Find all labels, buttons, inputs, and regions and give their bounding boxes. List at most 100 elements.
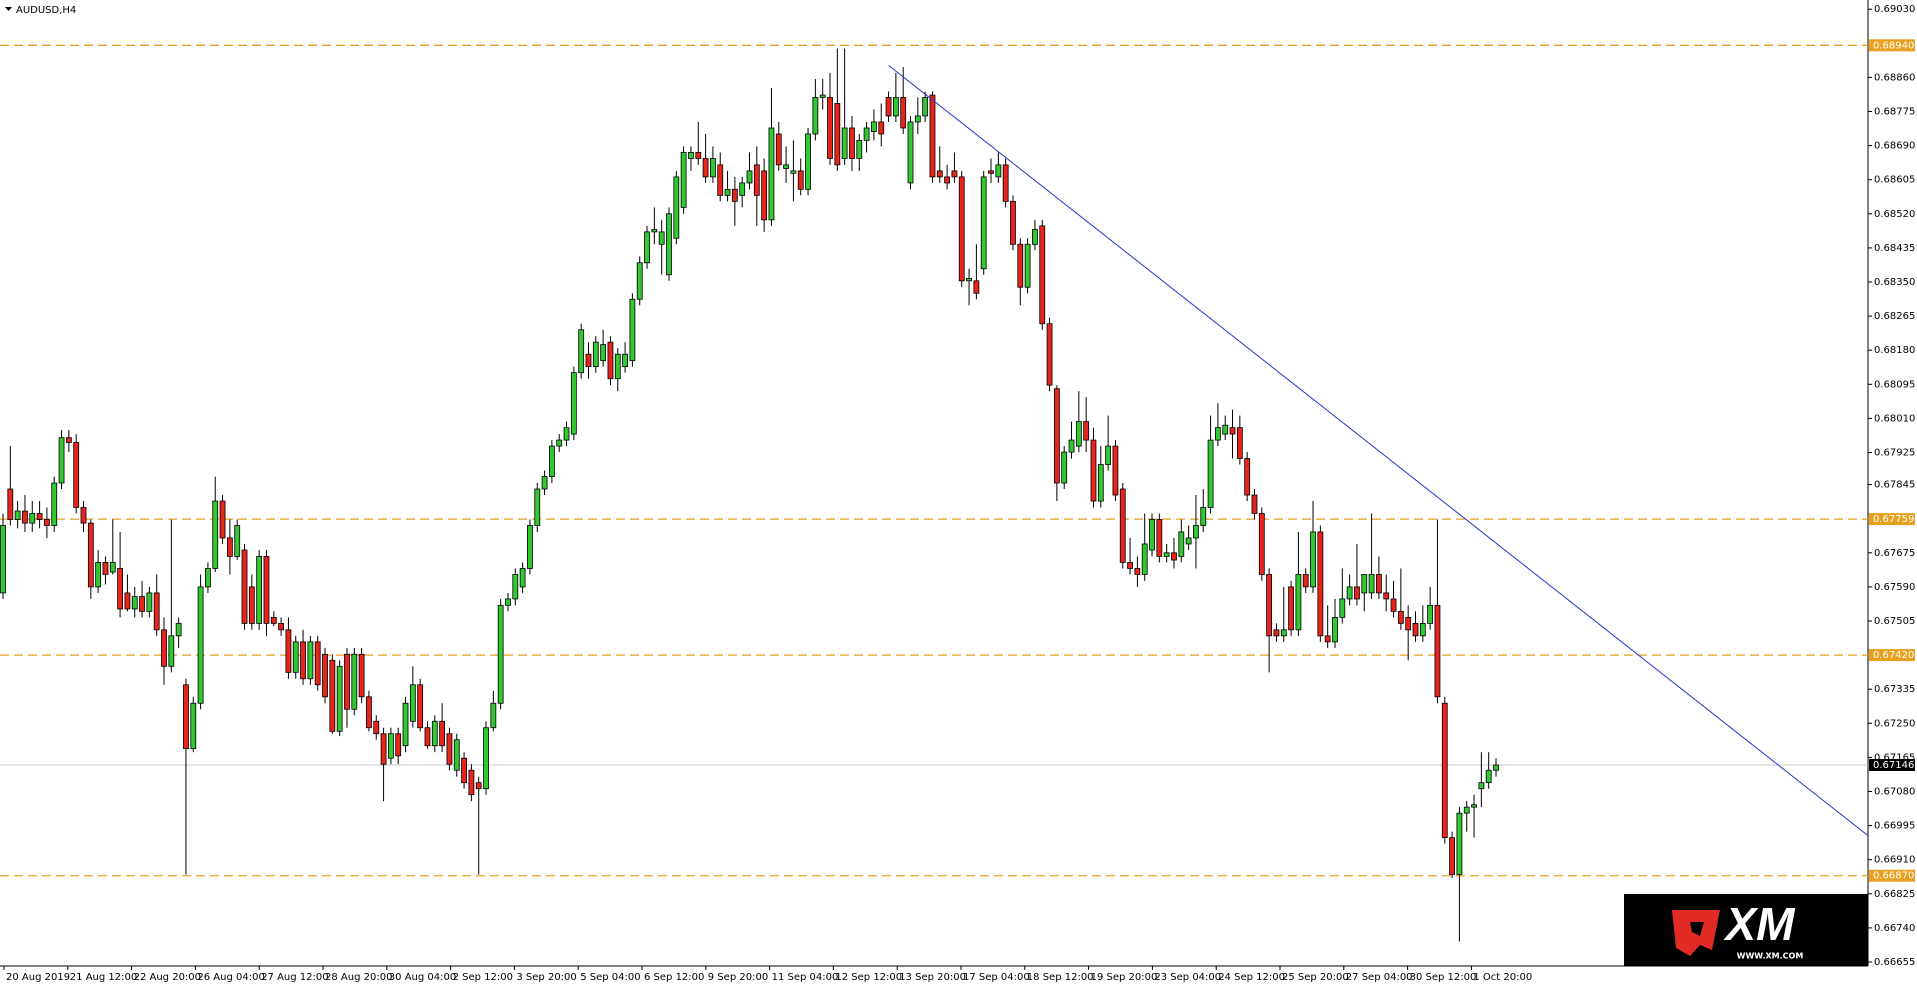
candle-body xyxy=(161,629,167,667)
candle-body xyxy=(929,94,936,178)
candle-body xyxy=(1134,568,1141,575)
candle-body xyxy=(409,684,416,722)
candle-body xyxy=(775,133,782,166)
candle-body xyxy=(563,427,570,441)
y-tick-label: 0.68180 xyxy=(1874,345,1915,356)
x-tick-label: 30 Sep 12:00 xyxy=(1410,972,1477,983)
candle-body xyxy=(658,231,665,245)
candle-body xyxy=(380,733,387,765)
logo-text: XM xyxy=(1723,898,1797,950)
y-tick-label: 0.68775 xyxy=(1874,107,1915,118)
candle-body xyxy=(753,164,760,196)
candle-body xyxy=(146,592,153,612)
candle-body xyxy=(336,665,343,732)
candle-body xyxy=(922,97,929,117)
y-tick-label: 0.68520 xyxy=(1874,209,1915,220)
candle-body xyxy=(29,513,36,524)
candle-body xyxy=(1032,229,1038,245)
candle-body xyxy=(505,598,511,606)
level-price-box xyxy=(1869,649,1915,662)
x-tick-label: 27 Aug 12:00 xyxy=(261,972,328,983)
candle-body xyxy=(1024,243,1031,288)
candle-body xyxy=(644,231,650,264)
candle-body xyxy=(1368,574,1375,594)
x-tick-label: 3 Sep 20:00 xyxy=(516,972,576,983)
candle-body xyxy=(688,152,694,159)
candle-body xyxy=(22,510,28,524)
candle-body xyxy=(885,97,892,117)
candle-body xyxy=(519,568,526,588)
candle-body xyxy=(139,596,145,612)
candle-body xyxy=(710,158,716,178)
candle-body xyxy=(556,439,563,447)
candle-body xyxy=(724,188,731,196)
candle-body xyxy=(1405,616,1412,631)
candle-body xyxy=(329,659,336,732)
candle-body xyxy=(1229,427,1236,435)
level-price-label: 0.68940 xyxy=(1873,40,1914,51)
candle-body xyxy=(1346,586,1353,600)
level-price-box xyxy=(1869,39,1915,52)
candle-body xyxy=(1390,598,1397,612)
candle-body xyxy=(1156,519,1163,557)
candle-body xyxy=(1485,769,1492,784)
candle-body xyxy=(1427,604,1434,624)
candle-body xyxy=(1280,629,1287,637)
candle-body xyxy=(44,519,50,526)
candle-body xyxy=(1376,574,1382,594)
candle-body xyxy=(387,733,394,759)
candle-body xyxy=(439,720,446,747)
candle-body xyxy=(797,170,804,190)
candle-body xyxy=(958,176,965,282)
candle-body xyxy=(1185,537,1192,545)
x-tick-label: 13 Sep 20:00 xyxy=(899,972,966,983)
candle-body xyxy=(1302,574,1309,588)
candle-body xyxy=(1097,464,1104,502)
candle-body xyxy=(1075,421,1082,447)
candle-body xyxy=(402,702,409,747)
x-tick-label: 30 Aug 04:00 xyxy=(389,972,456,983)
candle-body xyxy=(973,280,980,294)
candle-body xyxy=(900,97,907,129)
candle-body xyxy=(102,562,109,575)
x-tick-label: 1 Oct 20:00 xyxy=(1473,972,1532,983)
candle-body xyxy=(966,278,972,282)
candle-body xyxy=(205,568,211,588)
x-tick-label: 27 Sep 04:00 xyxy=(1346,972,1413,983)
candle-body xyxy=(812,97,819,135)
candle-body xyxy=(0,525,6,594)
candle-body xyxy=(131,596,138,610)
candle-body xyxy=(344,653,350,710)
candle-body xyxy=(73,442,80,508)
y-tick-label: 0.67335 xyxy=(1874,684,1915,695)
y-tick-label: 0.68010 xyxy=(1874,413,1915,424)
logo-icon-cut xyxy=(1690,922,1704,936)
candle-body xyxy=(548,445,555,477)
x-tick-label: 18 Sep 12:00 xyxy=(1027,972,1094,983)
candle-body xyxy=(292,641,299,673)
logo-url: WWW.XM.COM xyxy=(1737,952,1804,961)
candle-body xyxy=(607,341,614,380)
level-price-label: 0.67420 xyxy=(1873,650,1914,661)
candle-body xyxy=(241,549,248,624)
candle-body xyxy=(351,653,358,710)
candle-body xyxy=(1317,531,1324,637)
candle-body xyxy=(248,586,255,624)
candle-body xyxy=(695,152,702,159)
candle-body xyxy=(475,782,482,790)
trendline xyxy=(888,64,1869,837)
candle-body xyxy=(988,170,994,174)
candle-body xyxy=(834,103,841,166)
candle-body xyxy=(980,176,987,270)
y-tick-label: 0.68095 xyxy=(1874,379,1915,390)
candle-body xyxy=(366,696,372,729)
candle-body xyxy=(1251,494,1258,514)
candle-body xyxy=(768,127,775,221)
candle-body xyxy=(731,188,738,202)
candle-body xyxy=(666,213,672,276)
candle-body xyxy=(80,507,87,524)
candle-body xyxy=(1310,531,1316,588)
candle-body xyxy=(7,488,14,520)
y-tick-label: 0.67590 xyxy=(1874,582,1915,593)
